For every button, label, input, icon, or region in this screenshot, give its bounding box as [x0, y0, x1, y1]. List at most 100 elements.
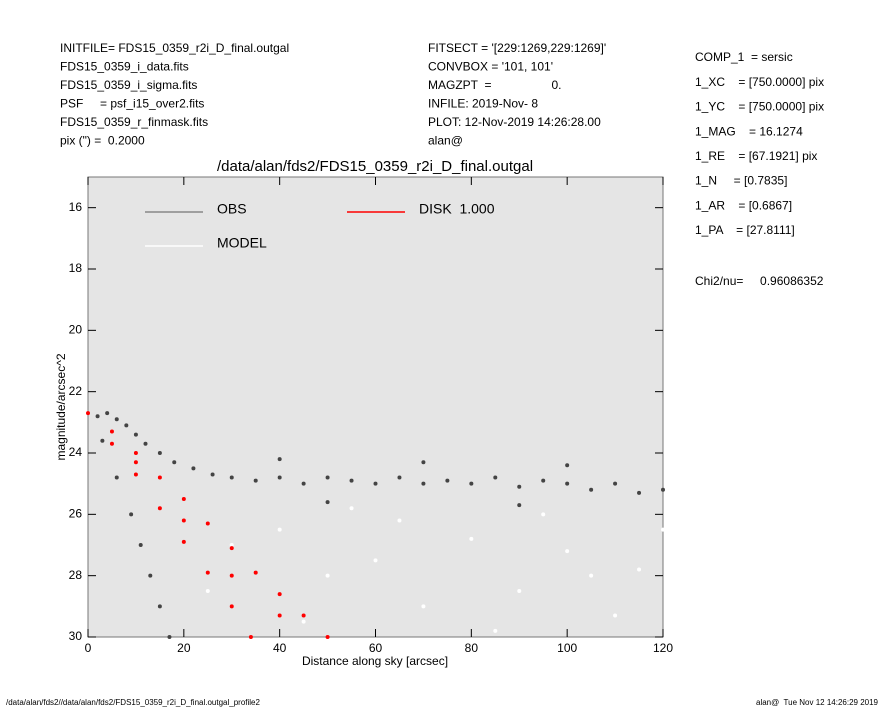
point	[148, 573, 153, 578]
point	[661, 527, 665, 532]
point	[229, 546, 234, 551]
point	[210, 472, 215, 477]
point	[325, 573, 330, 578]
legend-label: OBS	[217, 201, 247, 217]
point	[637, 490, 642, 495]
point	[229, 475, 234, 480]
point	[157, 604, 162, 609]
point	[373, 481, 378, 486]
point	[469, 481, 474, 486]
point	[253, 478, 258, 483]
y-tick-label: 26	[69, 507, 83, 521]
y-tick-label: 24	[69, 445, 83, 459]
point	[277, 457, 282, 462]
point	[172, 460, 177, 465]
point	[565, 481, 570, 486]
point	[109, 441, 114, 446]
x-axis-label: Distance along sky [arcsec]	[302, 654, 448, 668]
header-line: alan@	[428, 134, 463, 148]
y-tick-label: 18	[69, 261, 83, 275]
header-line: FDS15_0359_r_finmask.fits	[60, 115, 208, 129]
point	[157, 506, 162, 511]
point	[133, 460, 138, 465]
point	[565, 549, 570, 554]
point	[248, 635, 253, 639]
header-line: PSF = psf_i15_over2.fits	[60, 97, 204, 111]
point	[589, 573, 594, 578]
point	[205, 589, 210, 593]
point	[637, 567, 642, 572]
point	[493, 628, 498, 633]
point	[181, 539, 186, 544]
header-line: 1_PA = [27.8111]	[695, 223, 795, 237]
point	[114, 417, 119, 422]
header-line: FITSECT = '[229:1269,229:1269]'	[428, 41, 606, 55]
header-line: 1_YC = [750.0000] pix	[695, 100, 824, 114]
header-line: pix (") = 0.2000	[60, 134, 145, 148]
chi2: Chi2/nu= 0.96086352	[695, 274, 824, 288]
y-axis-label: magnitude/arcsec^2	[54, 353, 68, 460]
footer-right: alan@ Tue Nov 12 14:26:29 2019	[756, 698, 879, 707]
legend-label: MODEL	[217, 235, 267, 251]
point	[301, 481, 306, 486]
y-tick-label: 22	[69, 384, 83, 398]
x-tick-label: 20	[177, 641, 191, 655]
point	[133, 432, 138, 437]
point	[421, 604, 426, 609]
point	[541, 512, 546, 517]
point	[325, 635, 330, 639]
point	[421, 460, 426, 465]
point	[349, 478, 354, 483]
point	[109, 429, 114, 434]
point	[661, 487, 665, 492]
point	[205, 570, 210, 575]
chart-title: /data/alan/fds2/FDS15_0359_r2i_D_final.o…	[217, 158, 533, 175]
x-tick-label: 40	[273, 641, 287, 655]
point	[124, 423, 129, 428]
point	[229, 573, 234, 578]
point	[325, 500, 330, 505]
point	[445, 478, 450, 483]
point	[86, 411, 90, 416]
point	[205, 521, 210, 526]
point	[157, 451, 162, 455]
point	[541, 478, 546, 483]
y-tick-label: 20	[69, 323, 83, 337]
point	[301, 619, 306, 624]
point	[325, 475, 330, 480]
point	[469, 536, 474, 541]
header-line: 1_AR = [0.6867]	[695, 198, 792, 212]
point	[397, 475, 402, 480]
point	[229, 604, 234, 609]
point	[167, 635, 172, 639]
header-line: 1_RE = [67.1921] pix	[695, 149, 817, 163]
header-line: FDS15_0359_i_data.fits	[60, 60, 189, 74]
y-tick-label: 16	[69, 200, 83, 214]
legend-label: DISK 1.000	[419, 201, 495, 217]
point	[277, 475, 282, 480]
point	[373, 558, 378, 563]
header-line: 1_N = [0.7835]	[695, 174, 787, 188]
point	[95, 414, 100, 419]
x-tick-label: 120	[653, 641, 673, 655]
point	[143, 441, 148, 446]
point	[157, 475, 162, 480]
point	[301, 613, 306, 618]
header-line: INFILE: 2019-Nov- 8	[428, 97, 538, 111]
footer-left: /data/alan/fds2//data/alan/fds2/FDS15_03…	[6, 698, 261, 707]
point	[133, 451, 138, 455]
x-tick-label: 80	[465, 641, 479, 655]
point	[114, 475, 119, 480]
point	[229, 543, 234, 547]
point	[277, 613, 282, 618]
point	[565, 463, 570, 468]
point	[421, 481, 426, 486]
point	[133, 472, 138, 477]
point	[493, 475, 498, 480]
point	[277, 592, 282, 597]
point	[517, 503, 522, 508]
header-line: INITFILE= FDS15_0359_r2i_D_final.outgal	[60, 41, 289, 55]
header-line: PLOT: 12-Nov-2019 14:26:28.00	[428, 115, 601, 129]
point	[349, 506, 354, 511]
point	[613, 613, 618, 618]
